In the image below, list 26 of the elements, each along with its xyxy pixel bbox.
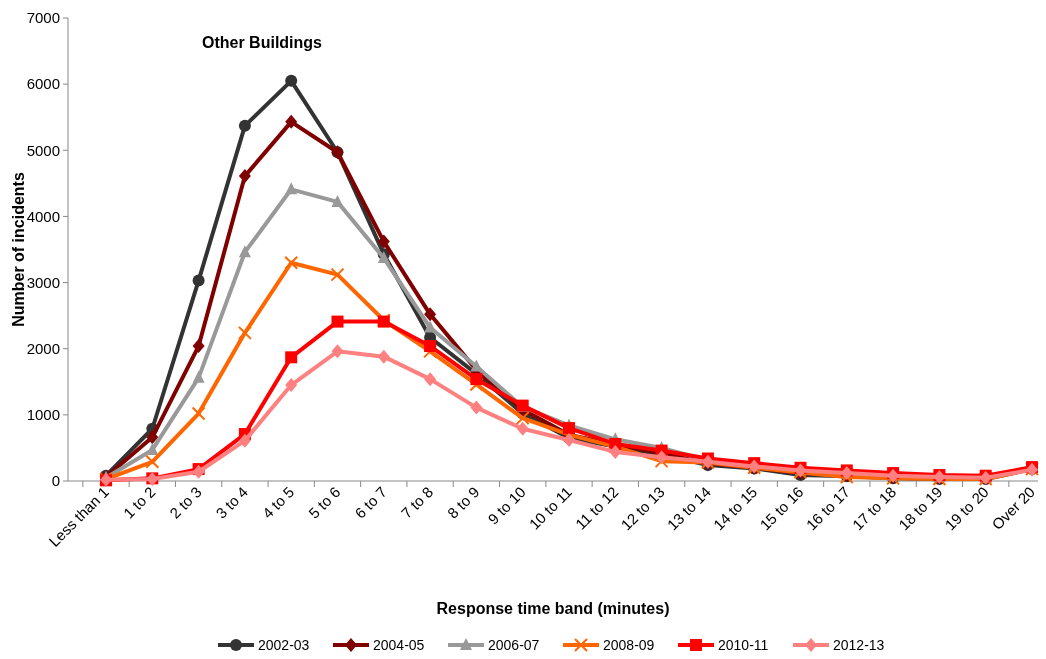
x-tick-label: 5 to 6 — [305, 483, 344, 522]
legend-label: 2010-11 — [718, 636, 769, 653]
legend-label: 2002-03 — [258, 636, 310, 653]
x-tick-label: 13 to 14 — [663, 483, 715, 534]
x-tick-label: 2 to 3 — [166, 483, 205, 522]
legend-label: 2004-05 — [373, 636, 425, 653]
x-tick-label: 8 to 9 — [443, 483, 483, 522]
y-tick-label: 1000 — [26, 406, 60, 424]
y-tick-label: 4000 — [26, 207, 60, 225]
legend-label: 2008-09 — [603, 636, 655, 653]
x-axis-title: Response time band (minutes) — [436, 600, 670, 617]
text: Other Buildings — [202, 34, 323, 51]
x-tick-label: 1 to 2 — [119, 483, 159, 522]
y-tick-label: 6000 — [26, 75, 60, 93]
y-tick-label: 7000 — [26, 9, 60, 27]
y-tick-label: 3000 — [26, 273, 60, 291]
x-tick-label: 7 to 8 — [397, 483, 437, 522]
y-tick-label: 0 — [51, 472, 60, 490]
y-axis-title: Number of incidents — [10, 172, 27, 327]
legend-label: 2012-13 — [833, 636, 885, 653]
y-tick-label: 5000 — [26, 141, 60, 159]
x-tick-label: 4 to 5 — [258, 483, 298, 522]
legend-label: 2006-07 — [488, 636, 540, 653]
x-tick-label: 3 to 4 — [212, 483, 252, 522]
y-tick-label: 2000 — [26, 339, 60, 357]
x-tick-label: 6 to 7 — [351, 483, 390, 522]
